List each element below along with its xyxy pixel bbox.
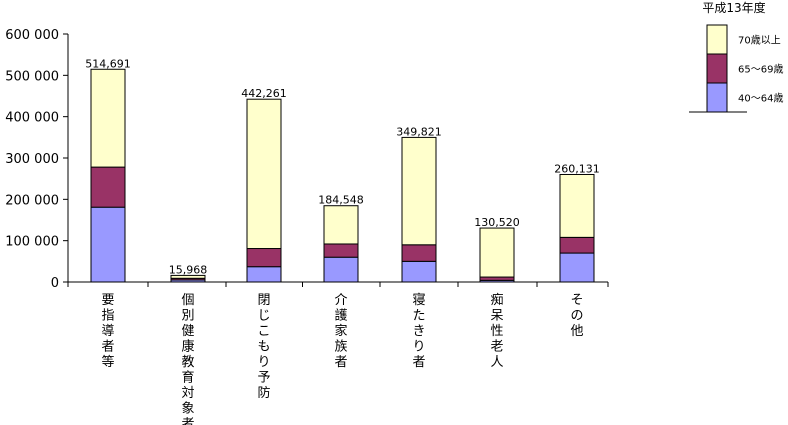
bar-segment: [90, 206, 126, 283]
bar-segment: [246, 266, 282, 283]
data-labels: 514,691 15,968 442,261 184,548 349,821 130,52…: [85, 57, 600, 276]
legend-label: 65～69歳: [738, 64, 783, 76]
category-label: 寝たきり者: [412, 292, 425, 370]
y-tick-label: 400 000: [5, 111, 59, 126]
category-label: 介護家族者: [334, 293, 347, 370]
bar-segment: [559, 236, 595, 254]
total-label: 130,520: [474, 216, 520, 229]
category-label: 痴呆性老人: [490, 292, 503, 370]
bar-segment: [246, 248, 282, 268]
bars: [90, 68, 595, 283]
y-tick-label: 300 000: [5, 152, 59, 167]
legend-label: 70歳以上: [738, 35, 781, 47]
bar-segment: [401, 136, 437, 246]
y-tick-label: 500 000: [5, 69, 59, 84]
legend-label: 40～64歳: [738, 93, 783, 105]
legend-swatch: [706, 53, 728, 84]
category-label: 要指導者等: [101, 293, 114, 370]
y-tick-label: 600 000: [5, 28, 59, 43]
bar-segment: [559, 173, 595, 238]
y-tick-label: 100 000: [5, 235, 59, 250]
category-label: その他: [570, 293, 583, 339]
total-label: 514,691: [85, 57, 131, 70]
total-label: 442,261: [241, 87, 287, 100]
total-label: 15,968: [169, 263, 208, 276]
bar-segment: [90, 68, 126, 168]
category-label: 閉じこもり予防: [257, 293, 270, 401]
bar-segment: [401, 260, 437, 283]
bar-segment: [170, 274, 206, 279]
category-labels: 要指導者等 個別健康教育対象者 閉じこもり予防 介護家族者 寝たきり者 痴呆性老人 その他: [101, 292, 583, 425]
legend-swatch: [706, 24, 728, 55]
legend-swatch: [706, 82, 728, 113]
bar-segment: [323, 243, 359, 258]
legend: 平成13年度 70歳以上 65～69歳 40～64歳: [689, 0, 783, 113]
category-label: 個別健康教育対象者: [181, 293, 194, 425]
total-label: 184,548: [318, 194, 364, 207]
axes: 0 100 000 200 000 300 000 400 000 500 000 600 …: [5, 28, 609, 291]
total-label: 349,821: [396, 125, 442, 138]
total-label: 260,131: [554, 162, 600, 175]
legend-title: 平成13年度: [702, 0, 765, 15]
bar-segment: [90, 166, 126, 208]
y-tick-label: 0: [51, 276, 59, 291]
y-tick-label: 200 000: [5, 193, 59, 208]
bar-segment: [479, 227, 515, 278]
bar-segment: [323, 205, 359, 245]
bar-segment: [323, 256, 359, 283]
bar-segment: [559, 252, 595, 283]
bar-segment: [246, 98, 282, 250]
bar-segment: [401, 244, 437, 262]
